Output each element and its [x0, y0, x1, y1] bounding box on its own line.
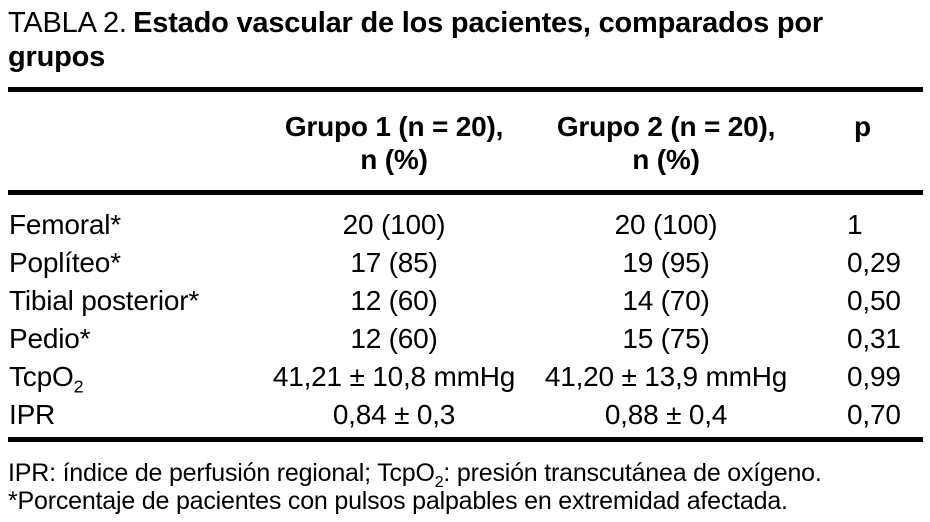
- table-row-popliteo: Poplíteo* 17 (85) 19 (95) 0,29: [8, 244, 923, 282]
- cell-group2: 20 (100): [614, 209, 718, 240]
- cell-p: 0,99: [847, 361, 901, 392]
- cell-group1: 17 (85): [350, 247, 438, 278]
- table-row-femoral: Femoral* 20 (100) 20 (100) 1: [8, 195, 923, 244]
- bottom-rule: [8, 437, 923, 442]
- row-label: IPR: [9, 399, 56, 430]
- cell-group1: 0,84 ± 0,3: [332, 399, 456, 430]
- table-row-ipr: IPR 0,84 ± 0,3 0,88 ± 0,4 0,70: [8, 396, 923, 437]
- footnote-asterisk: *Porcentaje de pacientes con pulsos palp…: [8, 487, 788, 515]
- cell-group1: 12 (60): [350, 323, 438, 354]
- column-header-group1: Grupo 1 (n = 20), n (%): [258, 92, 530, 190]
- row-label-main: TcpO: [9, 361, 74, 392]
- footnote-abbreviations: IPR: índice de perfusión regional; TcpO2…: [8, 459, 922, 491]
- table-title-text: Estado vascular de los pacientes, compar…: [8, 7, 824, 73]
- table-body: Femoral* 20 (100) 20 (100) 1 Poplíteo* 1…: [8, 195, 923, 437]
- top-rule: [8, 87, 923, 92]
- column-header-p: p: [854, 111, 871, 142]
- table-row-tibial-posterior: Tibial posterior* 12 (60) 14 (70) 0,50: [8, 282, 923, 320]
- cell-group2: 19 (95): [622, 247, 710, 278]
- table-row-tcpo2: TcpO2 41,21 ± 10,8 mmHg 41,20 ± 13,9 mmH…: [8, 358, 923, 396]
- row-label-subscript: 2: [73, 376, 84, 397]
- footnote-1-pre: IPR: índice de perfusión regional; TcpO: [8, 459, 435, 487]
- cell-group1: 41,21 ± 10,8 mmHg: [272, 361, 516, 392]
- row-label: TcpO2: [8, 358, 258, 396]
- column-header-group2-line1: Grupo 2 (n = 20),: [556, 111, 776, 142]
- column-header-group2: Grupo 2 (n = 20), n (%): [530, 92, 802, 190]
- cell-group2: 41,20 ± 13,9 mmHg: [544, 361, 788, 392]
- footnote-1-subscript: 2: [434, 474, 444, 491]
- row-label: Pedio*: [9, 323, 91, 354]
- cell-group2: 14 (70): [622, 285, 710, 316]
- table-number: TABLA 2.: [8, 7, 127, 39]
- row-label: Tibial posterior*: [9, 285, 200, 316]
- cell-p: 0,29: [847, 247, 901, 278]
- header-empty-cell: [8, 92, 258, 190]
- table-header: Grupo 1 (n = 20), n (%) Grupo 2 (n = 20)…: [8, 92, 923, 190]
- cell-p: 0,50: [847, 285, 901, 316]
- cell-p: 0,70: [847, 399, 901, 430]
- table-footnotes: IPR: índice de perfusión regional; TcpO2…: [8, 459, 922, 515]
- row-label: Femoral*: [9, 209, 121, 240]
- cell-group1: 12 (60): [350, 285, 438, 316]
- column-header-group2-line2: n (%): [632, 144, 700, 175]
- cell-group2: 15 (75): [622, 323, 710, 354]
- mid-rule: [8, 190, 923, 195]
- cell-p: 0,31: [847, 323, 901, 354]
- cell-p: 1: [847, 209, 863, 240]
- cell-group2: 0,88 ± 0,4: [604, 399, 728, 430]
- row-label: Poplíteo*: [9, 247, 121, 278]
- cell-group1: 20 (100): [342, 209, 446, 240]
- table-row-pedio: Pedio* 12 (60) 15 (75) 0,31: [8, 320, 923, 358]
- footnote-1-post: : presión transcutánea de oxígeno.: [443, 459, 822, 487]
- column-header-group1-line1: Grupo 1 (n = 20),: [284, 111, 504, 142]
- table-title: TABLA 2. Estado vascular de los pacientes…: [8, 6, 922, 74]
- column-header-group1-line2: n (%): [360, 144, 428, 175]
- header-row: Grupo 1 (n = 20), n (%) Grupo 2 (n = 20)…: [8, 92, 923, 190]
